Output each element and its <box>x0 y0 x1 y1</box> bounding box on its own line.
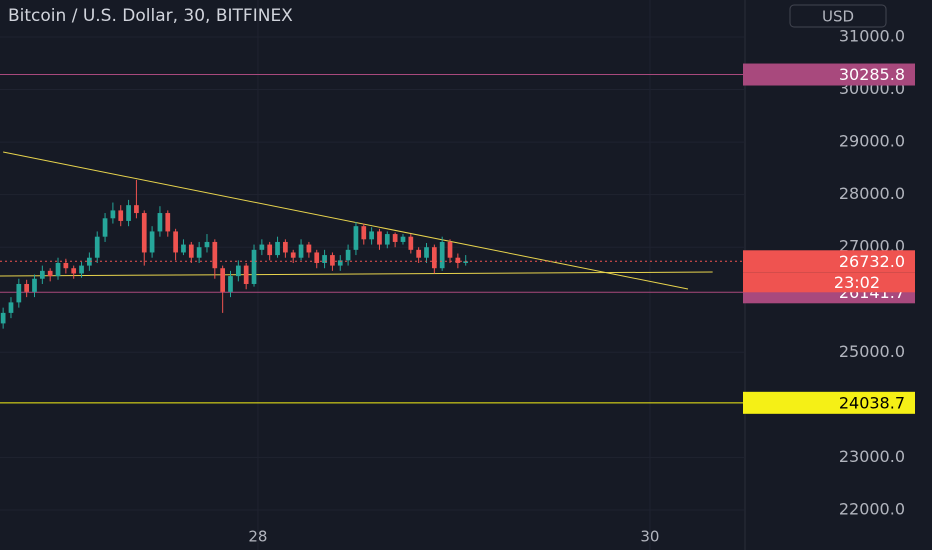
candle-body <box>188 244 194 258</box>
candle-body <box>173 231 178 253</box>
candle-body <box>220 268 226 292</box>
candle-body <box>110 210 116 219</box>
x-tick-label: 28 <box>248 528 267 546</box>
y-tick-label: 25000.0 <box>839 342 905 361</box>
candle-body <box>243 265 249 284</box>
candle-body <box>212 241 218 269</box>
candle-body <box>353 226 359 250</box>
currency-button[interactable] <box>789 4 887 28</box>
x-tick-label: 30 <box>640 528 659 546</box>
level-label-bg <box>743 391 915 414</box>
candle-body <box>267 244 273 256</box>
level-label: 30285.8 <box>839 65 905 84</box>
candle-body <box>87 257 92 266</box>
candle-body <box>24 283 30 292</box>
countdown-label: 23:02 <box>834 273 880 292</box>
candle-body <box>204 241 210 248</box>
candle-body <box>63 262 69 269</box>
candle-body <box>251 249 257 284</box>
candle-body <box>408 236 414 250</box>
candle-body <box>431 247 437 269</box>
candle-body <box>228 276 233 292</box>
trendline <box>0 271 713 277</box>
currency-label[interactable]: USD <box>822 8 854 26</box>
candle-body <box>314 252 320 263</box>
trendline <box>3 151 689 290</box>
y-tick-label: 31000.0 <box>839 26 905 45</box>
y-tick-label: 28000.0 <box>839 184 905 203</box>
y-tick-label: 22000.0 <box>839 499 905 518</box>
candle-body <box>290 252 296 258</box>
countdown-bg <box>743 272 915 293</box>
candle-body <box>32 278 37 292</box>
candle-body <box>79 265 84 274</box>
candle-body <box>149 231 155 253</box>
candle-body <box>8 302 14 313</box>
candle-body <box>235 265 241 277</box>
candle-body <box>275 241 280 256</box>
candle-body <box>39 270 45 279</box>
candle-body <box>463 261 469 263</box>
candle-body <box>259 244 265 250</box>
y-tick-label: 29000.0 <box>839 132 905 151</box>
last-price-label: 26732.0 <box>839 252 905 271</box>
candle-body <box>47 270 53 277</box>
candle-body <box>165 213 171 232</box>
candle-body <box>16 283 22 303</box>
y-tick-label: 23000.0 <box>839 447 905 466</box>
candle-body <box>330 255 335 266</box>
candle-body <box>196 247 202 258</box>
level-label: 24038.7 <box>839 393 905 412</box>
candle-body <box>134 205 139 214</box>
candle-body <box>377 231 382 245</box>
candle-body <box>118 210 124 221</box>
candle-body <box>447 241 453 258</box>
candle-body <box>424 247 429 258</box>
candle-body <box>94 236 100 258</box>
candle-body <box>141 213 147 253</box>
candle-body <box>298 244 304 258</box>
last-price-label-bg <box>743 250 915 273</box>
candle-body <box>55 262 61 277</box>
candle-body <box>400 236 406 242</box>
chart-title: Bitcoin / U.S. Dollar, 30, BITFINEX <box>8 6 293 26</box>
candle-body <box>361 226 367 240</box>
candle-body <box>0 312 6 324</box>
candle-body <box>126 205 131 221</box>
candle-body <box>157 213 163 232</box>
level-label-bg <box>743 63 915 86</box>
candle-body <box>439 241 445 269</box>
candle-body <box>384 234 390 245</box>
candle-body <box>71 268 77 274</box>
candle-body <box>283 241 288 253</box>
candle-body <box>455 257 461 263</box>
candle-body <box>416 249 422 258</box>
candle-body <box>102 218 108 237</box>
candle-body <box>306 244 312 253</box>
candle-body <box>181 244 186 253</box>
candle-body <box>392 234 398 242</box>
candle-body <box>337 260 343 266</box>
candle-body <box>322 255 327 263</box>
candle-body <box>369 231 374 240</box>
candle-body <box>345 249 351 261</box>
